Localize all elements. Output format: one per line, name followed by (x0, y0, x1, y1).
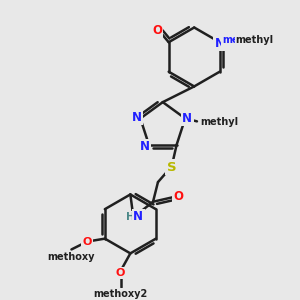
Text: methyl: methyl (236, 35, 274, 45)
Text: O: O (82, 237, 92, 247)
Text: O: O (174, 190, 184, 203)
Text: methyl: methyl (222, 35, 260, 45)
Text: N: N (133, 210, 143, 223)
Text: methoxy: methoxy (66, 251, 73, 252)
Text: methoxy2: methoxy2 (93, 289, 148, 299)
Text: N: N (182, 112, 192, 125)
Text: methoxy: methoxy (48, 252, 95, 262)
Text: N: N (215, 37, 225, 50)
Text: N: N (140, 140, 150, 153)
Text: O: O (116, 268, 125, 278)
Text: N: N (131, 111, 141, 124)
Text: S: S (167, 161, 176, 174)
Text: O: O (152, 24, 162, 37)
Text: methyl: methyl (234, 40, 239, 41)
Text: H: H (126, 212, 135, 222)
Text: methyl: methyl (200, 117, 238, 127)
